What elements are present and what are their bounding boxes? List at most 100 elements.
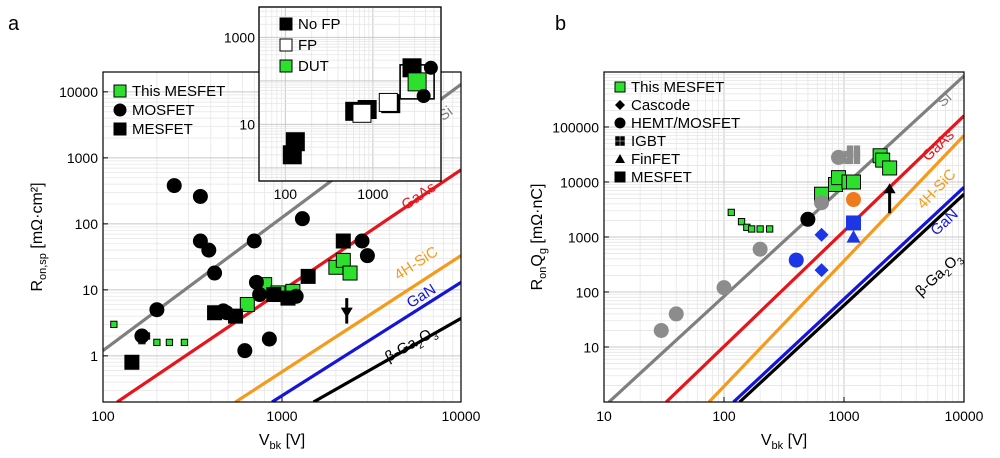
panel-a-ylabel: Ron,sp [mΩ·cm²]	[29, 182, 49, 291]
legend-marker	[615, 100, 625, 110]
panel-label-a: a	[8, 13, 20, 35]
x-tick-label: 1000	[828, 408, 859, 424]
inset-x-tick-label: 100	[274, 186, 298, 202]
legend-marker	[614, 117, 626, 129]
point-circle-black	[237, 343, 253, 359]
panel-a-xlabel: Vbk [V]	[259, 432, 305, 452]
y-tick-label: 1	[90, 348, 98, 364]
legend-marker	[279, 38, 293, 52]
point-square-green-small	[748, 225, 756, 233]
point-square-black	[228, 308, 244, 324]
inset-dut-outline	[399, 64, 435, 100]
legend-marker	[113, 84, 127, 98]
point-square-green-small	[727, 208, 735, 217]
point-circle-black	[134, 328, 150, 344]
point-square-green	[846, 174, 862, 190]
panel-b-ylabel: RonQg [mΩ·nC]	[529, 184, 549, 291]
point-grid-grey	[846, 150, 861, 165]
legend-marker	[113, 103, 127, 117]
y-tick-label: 10	[583, 339, 599, 355]
point-circle-grey	[814, 195, 830, 211]
point-diamond-blue	[814, 227, 829, 242]
point-square-green-small	[765, 225, 774, 233]
x-tick-label: 100	[91, 408, 115, 424]
panel-b-xlabel: Vbk [V]	[761, 432, 807, 452]
point-circle-black	[201, 242, 217, 258]
limit-line	[732, 186, 964, 402]
point-circle-orange	[846, 192, 862, 208]
point-square-black	[124, 354, 140, 370]
point-square-green-small	[110, 320, 118, 329]
limit-line	[738, 193, 964, 402]
legend-label: IGBT	[631, 133, 666, 150]
legend-label: FinFET	[631, 151, 680, 168]
legend-label: MESFET	[132, 121, 193, 138]
y-tick-label: 100	[75, 216, 99, 232]
point-circle-black	[192, 188, 208, 204]
inset-y-tick-label: 10	[239, 116, 255, 132]
legend-marker	[614, 81, 626, 93]
x-tick-label: 100	[712, 408, 736, 424]
x-tick-label: 10	[596, 408, 612, 424]
panel-b-ticks: 10 100 1000 10000 10 100 1000 10000 100000	[552, 119, 983, 424]
panel-b-legend: This MESFETCascodeHEMT/MOSFETIGBTFinFETM…	[614, 79, 740, 186]
point-circle-black	[166, 178, 182, 194]
legend-label: Cascode	[631, 97, 690, 114]
point-circle-grey	[653, 322, 669, 338]
point-square-black	[280, 290, 296, 306]
point-circle-blue	[788, 252, 804, 268]
point-square-black	[285, 132, 305, 152]
legend-marker	[113, 122, 127, 136]
y-tick-label: 100	[576, 284, 600, 300]
y-tick-label: 100000	[552, 119, 599, 135]
point-circle-black	[149, 302, 165, 318]
point-square-black	[300, 268, 316, 284]
point-circle-grey	[668, 306, 684, 322]
point-square-green-small	[737, 218, 746, 226]
legend-label: DUT	[298, 58, 329, 75]
inset-legend: No FP FP DUT	[279, 16, 341, 75]
point-square-white	[352, 103, 372, 123]
point-square-green	[882, 160, 898, 176]
inset-frame	[258, 6, 442, 182]
panel-b-points	[653, 145, 898, 338]
limit-line-label: β-Ga2O3	[382, 323, 441, 368]
legend-label: MOSFET	[132, 102, 195, 119]
inset-point-circle	[423, 60, 438, 75]
legend-marker	[279, 17, 293, 31]
y-tick-label: 10	[82, 282, 98, 298]
y-tick-label: 10000	[59, 84, 98, 100]
panel-a-ticks: 100 1000 10000 1 10 100 1000 10000	[59, 84, 481, 424]
inset-ticks: 100 1000 10 1000	[224, 29, 389, 202]
panel-b-limit-lines	[607, 74, 964, 402]
arrow-head	[883, 183, 896, 194]
point-circle-black	[207, 265, 223, 281]
legend-label: This MESFET	[132, 83, 225, 100]
panel-b-grid	[604, 72, 964, 402]
limit-line	[665, 114, 964, 402]
point-circle-black	[261, 331, 277, 347]
legend-label: FP	[298, 37, 317, 54]
point-square-green-small	[165, 338, 174, 347]
y-tick-label: 1000	[67, 150, 98, 166]
panel-a-points	[110, 178, 375, 370]
point-square-green-small	[153, 338, 161, 347]
point-square-green	[407, 72, 427, 92]
legend-label: HEMT/MOSFET	[631, 115, 740, 132]
legend-marker	[614, 171, 626, 183]
point-circle-grey	[716, 280, 732, 296]
legend-label: No FP	[298, 16, 341, 33]
x-tick-label: 10000	[945, 408, 984, 424]
point-square-green-small	[756, 225, 764, 233]
limit-line	[312, 316, 461, 402]
point-square-green	[335, 252, 351, 268]
limit-line-label: 4H-SiC	[391, 243, 441, 284]
point-square-blue	[846, 215, 862, 231]
point-circle-black	[294, 211, 310, 227]
point-square-white	[378, 92, 398, 112]
limit-line	[607, 74, 964, 402]
point-circle-grey	[752, 241, 768, 257]
inset-y-tick-label: 1000	[224, 29, 255, 45]
legend-label: This MESFET	[631, 79, 724, 96]
